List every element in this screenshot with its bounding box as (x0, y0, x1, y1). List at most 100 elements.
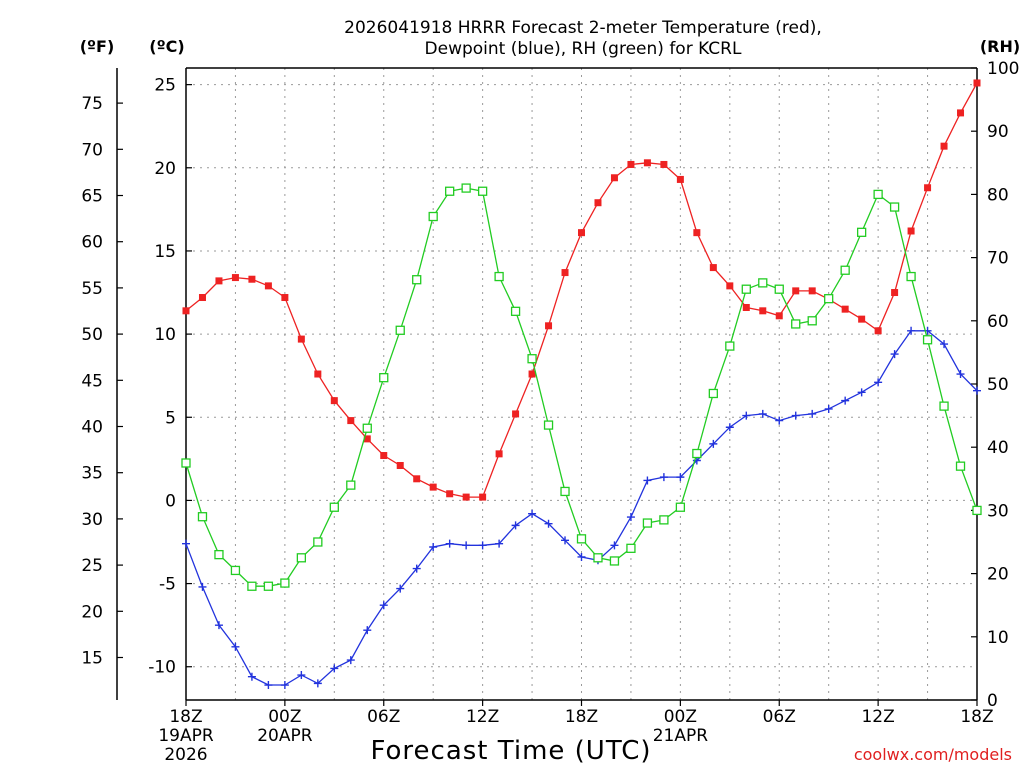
dewpoint-point (297, 671, 306, 680)
2-meter-temperature-point (248, 275, 256, 283)
rh-point (181, 458, 191, 468)
dewpoint-point (907, 326, 916, 335)
rh-tick-label: 30 (987, 501, 1009, 521)
2-meter-temperature-point (940, 142, 948, 150)
dewpoint-point (577, 552, 586, 561)
2-meter-temperature-point (627, 160, 635, 168)
rh-point (247, 581, 257, 591)
dewpoint-point (643, 476, 652, 485)
rh-point (889, 202, 900, 212)
rh-tick-label: 10 (987, 628, 1009, 648)
x-tick-label: 18Z (960, 707, 993, 727)
rh-point (329, 502, 339, 512)
rh-point (708, 388, 718, 399)
dewpoint-point (363, 626, 372, 635)
x-tick-label: 12Z (466, 707, 499, 727)
rh-point (609, 556, 620, 566)
x-tick-label: 06Z (763, 707, 796, 727)
dewpoint-point (791, 411, 800, 420)
fahrenheit-tick-label: 65 (81, 187, 103, 207)
x-tick-label: 21APR (653, 726, 709, 746)
rh-point (972, 505, 982, 516)
dewpoint-point (890, 350, 899, 359)
dewpoint-point (709, 439, 718, 448)
dewpoint-point (231, 642, 240, 651)
chart-title-line-2: Dewpoint (blue), RH (green) for KCRL (425, 39, 742, 59)
dewpoint-point (445, 539, 454, 548)
x-tick-label: 00Z (664, 707, 697, 727)
fahrenheit-tick-label: 50 (81, 325, 103, 345)
2-meter-temperature-point (495, 450, 503, 458)
rh-point (593, 553, 603, 563)
dewpoint-point (544, 519, 553, 528)
rh-point (445, 186, 455, 196)
rh-point (263, 581, 274, 591)
dewpoint-point (841, 396, 850, 405)
rh-point (626, 543, 636, 553)
2-meter-temperature-point (429, 483, 437, 491)
rh-tick-label: 20 (987, 565, 1009, 585)
dewpoint-point (824, 404, 833, 413)
2-meter-temperature-point (512, 410, 520, 418)
2-meter-temperature-point (775, 312, 783, 320)
rh-point (527, 354, 537, 364)
fahrenheit-tick-label: 45 (81, 371, 103, 391)
dewpoint-point (280, 681, 289, 690)
rh-point (362, 423, 372, 433)
dewpoint-point (313, 679, 322, 688)
x-tick-label: 06Z (367, 707, 400, 727)
rh-point (955, 461, 966, 471)
dewpoint-point (758, 409, 767, 418)
2-meter-temperature-point (874, 327, 882, 335)
celsius-tick-label: -5 (159, 575, 176, 595)
dewpoint-point (182, 539, 190, 548)
2-meter-temperature-point (479, 493, 487, 501)
2-meter-temperature-point (759, 307, 767, 315)
dewpoint-point (940, 340, 949, 349)
2-meter-temperature-point (413, 475, 421, 483)
2-meter-temperature-point (561, 269, 569, 277)
rh-point (856, 227, 867, 237)
dewpoint-point (808, 409, 817, 418)
rh-tick-label: 70 (987, 249, 1009, 269)
rh-point (510, 306, 521, 316)
rh-tick-label: 80 (987, 185, 1009, 205)
rh-point (395, 325, 405, 335)
dewpoint-point (775, 416, 784, 425)
dewpoint-point (610, 541, 619, 550)
2-meter-temperature-point (198, 294, 206, 302)
rh-point (230, 565, 241, 576)
2-meter-temperature-point (891, 289, 899, 297)
rh-point (642, 518, 653, 528)
2-meter-temperature-point (792, 287, 800, 295)
rh-point (296, 553, 307, 563)
celsius-axis-label: (ºC) (149, 37, 184, 56)
rh-point (791, 319, 801, 329)
rh-point (758, 278, 768, 288)
celsius-tick-label: 5 (165, 408, 176, 428)
2-meter-temperature-point (957, 109, 965, 117)
x-tick-label: 19APR (158, 726, 214, 746)
fahrenheit-tick-label: 35 (81, 464, 103, 484)
celsius-tick-label: 25 (154, 76, 176, 96)
rh-point (807, 316, 817, 326)
rh-point (741, 284, 751, 294)
dewpoint-point (973, 386, 981, 395)
rh-axis-label: (RH) (980, 37, 1020, 56)
2-meter-temperature-point (528, 370, 536, 378)
rh-point (906, 271, 916, 282)
rh-point (461, 183, 471, 193)
rh-point (214, 549, 224, 560)
axis-ticks: 15202530354045505560657075-10-5051015202… (81, 59, 1019, 765)
rh-point (692, 448, 702, 459)
x-tick-label: 12Z (861, 707, 894, 727)
2-meter-temperature-point (676, 175, 684, 183)
celsius-tick-label: 10 (154, 325, 176, 345)
dewpoint-point (330, 664, 339, 673)
2-meter-temperature-point (363, 435, 371, 443)
dewpoint-point (742, 411, 751, 420)
fahrenheit-tick-label: 20 (81, 602, 103, 622)
dewpoint-point (528, 509, 537, 518)
2-meter-temperature-point (545, 322, 553, 330)
